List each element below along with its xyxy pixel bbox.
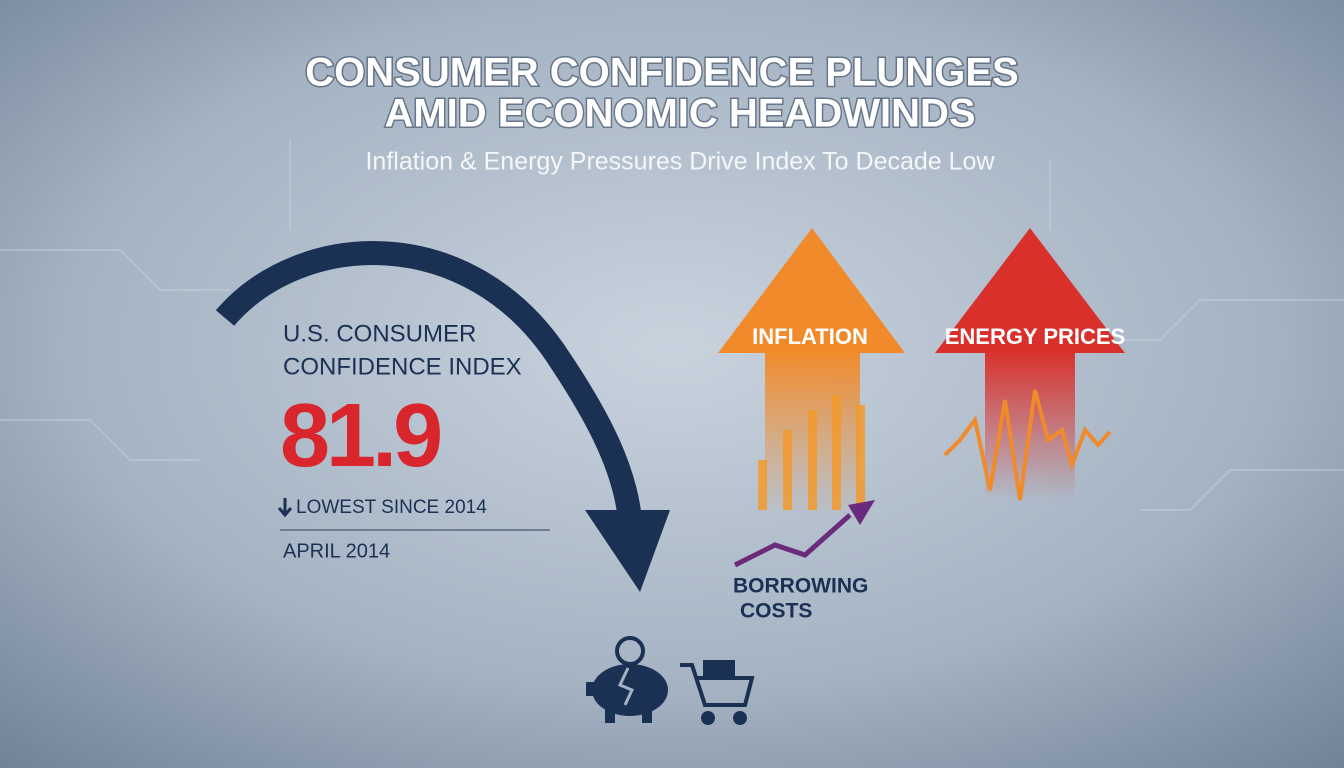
title-line: AMID ECONOMIC HEADWINDS	[384, 92, 975, 136]
decline-arrow	[215, 241, 642, 522]
inflation-bars	[758, 395, 865, 510]
cart-icon	[680, 660, 755, 725]
borrowing-line	[733, 513, 852, 568]
energy-label: ENERGY PRICES	[945, 324, 1126, 349]
piggy-bank-icon	[586, 636, 668, 723]
circuit-decor	[0, 140, 1344, 511]
energy-zigzag	[943, 389, 1112, 501]
borrowing-arrowhead	[848, 500, 875, 525]
index-label: U.S. CONSUMER	[283, 320, 476, 347]
inflation-arrowhead	[718, 228, 905, 353]
index-note: LOWEST SINCE 2014	[296, 497, 487, 518]
index-label: CONFIDENCE INDEX	[283, 353, 522, 380]
index-value: 81.9	[280, 386, 440, 486]
down-icon	[277, 498, 293, 518]
energy-arrowhead	[935, 228, 1125, 353]
subtitle: Inflation & Energy Pressures Drive Index…	[365, 148, 995, 176]
borrowing-label: COSTS	[740, 600, 812, 623]
title-line: CONSUMER CONFIDENCE PLUNGES	[305, 51, 1018, 95]
index-date: APRIL 2014	[283, 540, 390, 562]
inflation-label: INFLATION	[752, 324, 868, 349]
borrowing-label: BORROWING	[733, 575, 868, 598]
decline-arrowhead	[585, 510, 670, 592]
